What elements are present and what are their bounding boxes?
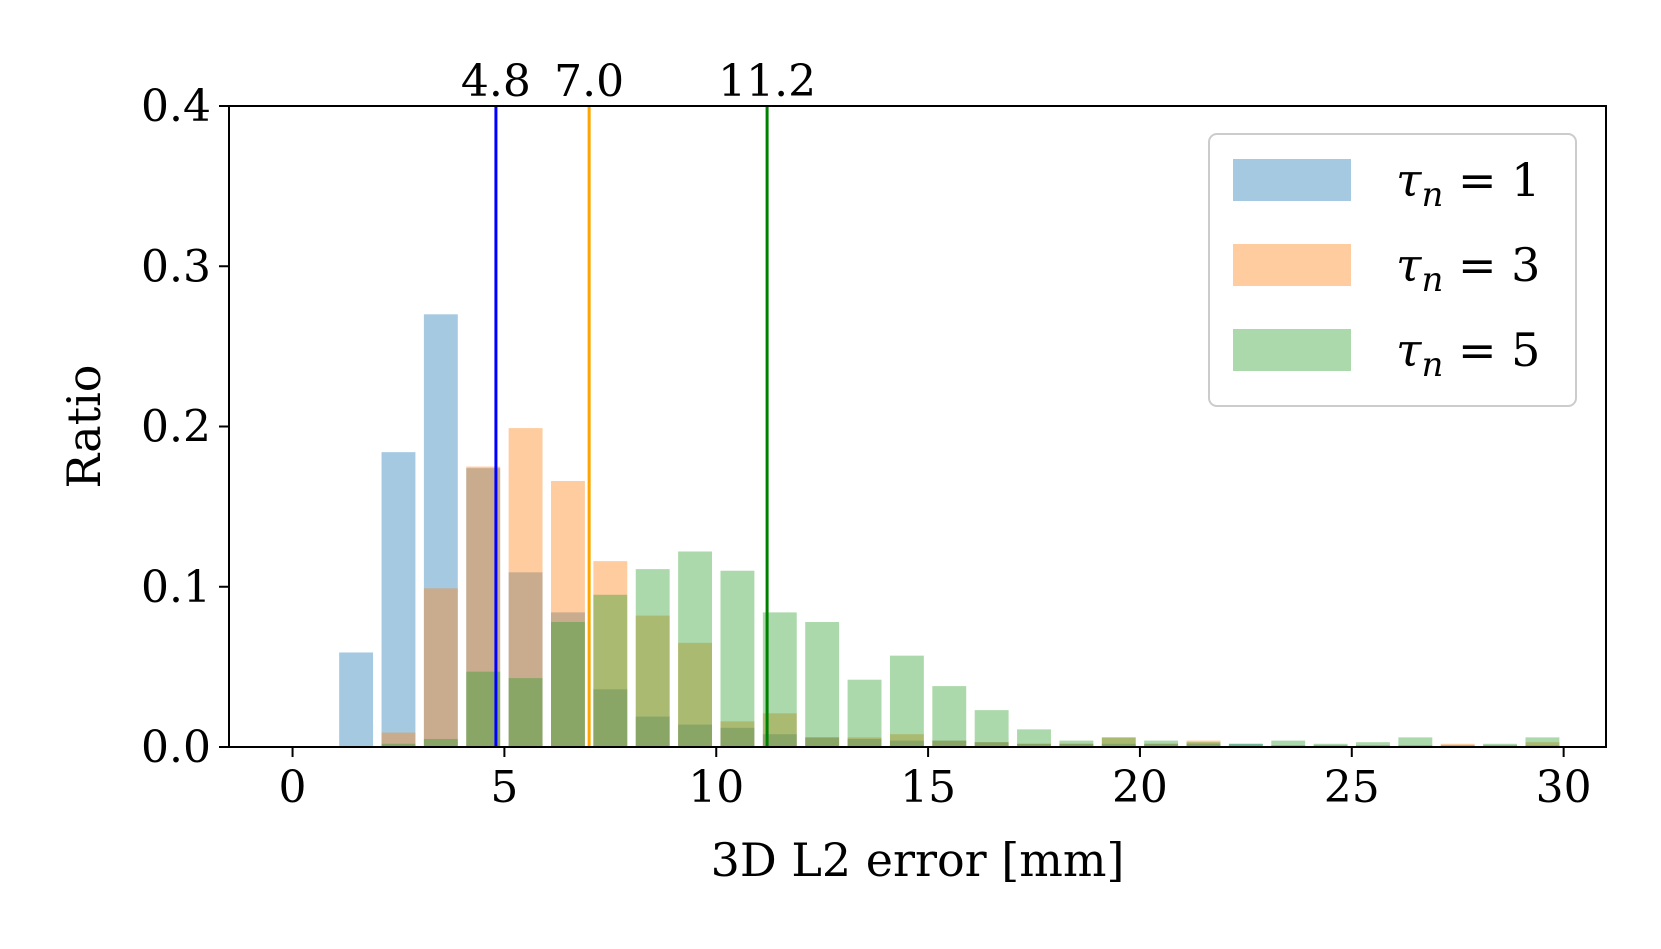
bar [381,732,416,747]
bar [593,561,628,747]
bar [974,742,1009,747]
bar [1017,743,1051,747]
bar [1101,737,1136,747]
x-tick-label: 5 [490,762,518,813]
bar [720,727,755,747]
bar [847,679,882,747]
bar [1186,740,1221,747]
bar [974,742,1009,747]
legend-box [1208,133,1577,407]
bar [889,655,924,747]
bar [720,721,755,747]
bar [1440,743,1475,747]
bar [423,314,458,747]
bar [1313,743,1348,747]
legend: τn = 1 τn = 3 τn = 5 [1208,133,1577,407]
x-tick-label: 10 [688,762,744,813]
bar [1059,743,1094,747]
bar [551,622,585,747]
bar [932,686,967,747]
bar [1017,743,1051,747]
bar [720,570,755,747]
bar [1186,743,1221,747]
x-axis-label: 3D L2 error [mm] [711,833,1125,887]
bar [1525,737,1560,747]
bar [805,622,840,747]
bar [1059,740,1094,747]
series-2 [381,428,1560,747]
bar [1271,740,1306,747]
reference-line-label: 7.0 [554,56,624,107]
bar [974,710,1009,747]
bar [339,652,374,747]
bar [678,551,713,747]
reference-line-label: 4.8 [461,56,531,107]
bar [1101,743,1136,747]
reference-lines: 4.8 7.0 11.2 [461,56,816,747]
bar [678,642,713,747]
legend-swatch [1233,329,1351,371]
bar [593,594,628,747]
x-tick-label: 0 [279,762,307,813]
bar [1525,742,1560,747]
bar [551,612,585,747]
bar [805,737,840,747]
bar [1186,742,1221,747]
bar [847,738,882,747]
bar [1017,729,1051,747]
bar [678,724,713,747]
bar [1144,740,1179,747]
bar [1144,743,1179,747]
y-tick-label: 0.3 [141,241,211,292]
reference-line-label: 11.2 [718,56,816,107]
bar [1398,737,1433,747]
y-axis: 0.0 0.1 0.2 0.3 0.4 [141,81,229,773]
y-tick-label: 0.0 [141,722,211,773]
bar [1101,737,1136,747]
x-axis: 0 5 10 15 20 25 30 [279,747,1592,813]
bar [635,615,670,747]
bar [508,678,543,747]
bar [635,569,670,747]
x-tick-label: 30 [1536,762,1592,813]
legend-label: τn = 1 [1396,153,1540,215]
bar [1228,743,1263,747]
x-tick-label: 20 [1112,762,1168,813]
bar [1144,743,1179,747]
bar [635,716,670,747]
bar [423,738,458,747]
legend-swatch [1233,159,1351,201]
legend-label: τn = 3 [1396,238,1540,300]
y-tick-label: 0.2 [141,402,211,453]
bar [423,588,458,747]
bar [889,734,924,747]
bar [551,480,585,747]
bar [1356,742,1390,747]
bar [508,572,543,747]
bar [593,689,628,747]
x-tick-label: 15 [900,762,956,813]
bar [805,737,840,747]
bar [847,737,882,747]
bar [381,743,416,747]
y-tick-label: 0.4 [141,81,211,132]
bar [1059,743,1094,747]
y-tick-label: 0.1 [141,562,211,613]
bar [381,452,416,747]
bar [1483,743,1518,747]
legend-swatch [1233,244,1351,286]
legend-label: τn = 5 [1396,323,1540,385]
bar [889,740,924,747]
bar [508,428,543,747]
bar [1228,743,1263,747]
y-axis-label: Ratio [57,364,111,488]
bar [762,734,797,747]
bar [932,740,967,747]
x-tick-label: 25 [1324,762,1380,813]
bar [932,740,967,747]
